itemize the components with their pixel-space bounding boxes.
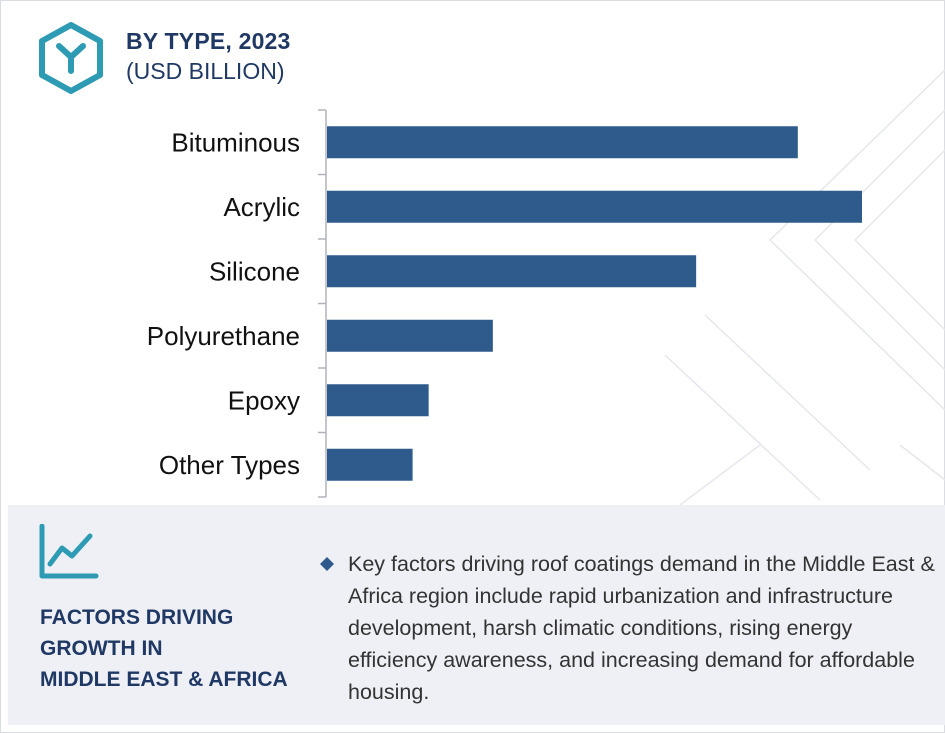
category-label: Silicone <box>209 256 300 286</box>
category-label: Polyurethane <box>147 321 300 351</box>
bar-silicone <box>327 255 697 288</box>
bar-bituminous <box>327 126 798 159</box>
diamond-bullet-icon <box>320 557 334 571</box>
chart-subtitle: (USD BILLION) <box>126 58 285 84</box>
category-label: Acrylic <box>223 192 300 222</box>
bar-polyurethane <box>327 319 493 352</box>
bar-acrylic <box>327 190 862 223</box>
panel-heading-line: GROWTH IN <box>40 637 163 660</box>
growth-factors-text: Key factors driving roof coatings demand… <box>348 552 935 704</box>
bar-chart: Bituminous Acrylic Silicone Polyurethane Epo… <box>147 109 862 498</box>
category-label: Other Types <box>159 450 300 480</box>
panel-heading-line: MIDDLE EAST & AFRICA <box>40 668 288 691</box>
panel-heading: FACTORS DRIVING GROWTH IN MIDDLE EAST & … <box>40 602 320 695</box>
bar-other-types <box>327 448 413 481</box>
line-chart-growth-icon <box>39 524 99 579</box>
category-label: Epoxy <box>228 385 300 415</box>
panel-heading-line: FACTORS DRIVING <box>40 606 234 629</box>
bar-epoxy <box>327 384 429 417</box>
chart-title: BY TYPE, 2023 <box>126 28 291 54</box>
growth-factors-panel <box>8 505 945 725</box>
hexagon-y-logo-icon <box>39 22 103 94</box>
category-label: Bituminous <box>171 127 300 157</box>
